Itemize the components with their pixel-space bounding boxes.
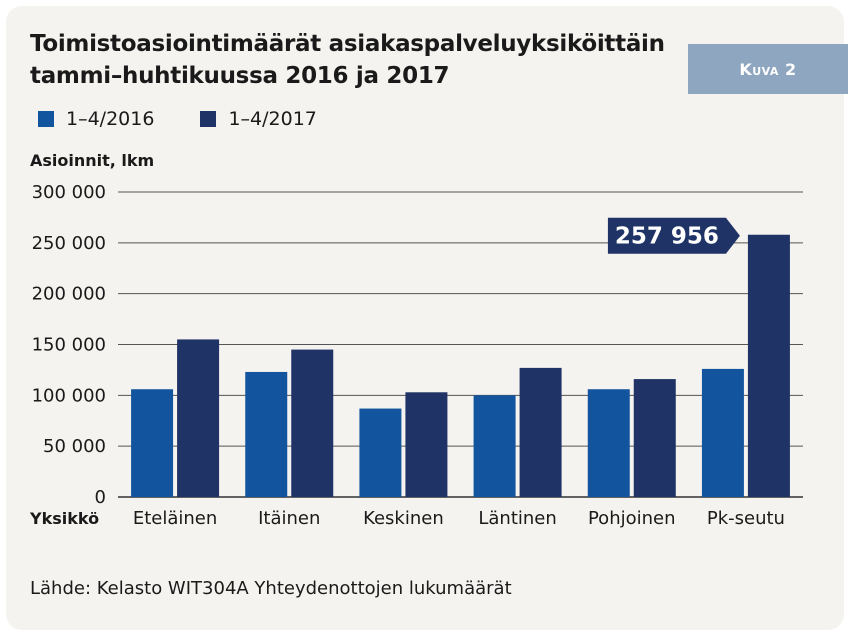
chart-card (6, 6, 844, 630)
bar-2016 (245, 371, 288, 497)
chart-title-line-1: Toimistoasiointimäärät asiakaspalveluyks… (30, 31, 665, 57)
x-tick-label: Pk-seutu (707, 508, 785, 529)
chart-title-line-2: tammi–huhtikuussa 2016 ja 2017 (30, 63, 450, 89)
y-axis-title: Asioinnit, lkm (30, 151, 154, 170)
legend-item-2017: 1–4/2017 (200, 108, 317, 130)
x-tick-label: Eteläinen (133, 508, 217, 529)
y-tick-label: 200 000 (32, 284, 106, 305)
x-axis-title: Yksikkö (29, 509, 99, 528)
bar-2016 (473, 395, 516, 497)
legend-swatch-2016 (38, 111, 54, 127)
bar-2017 (177, 339, 220, 497)
bar-2017 (291, 349, 334, 497)
value-callout (607, 217, 740, 254)
y-tick-label: 300 000 (32, 182, 106, 203)
y-tick-label: 150 000 (32, 335, 106, 356)
legend-item-2016: 1–4/2016 (38, 108, 154, 130)
x-tick-label: Itäinen (258, 508, 320, 529)
chart-legend: 1–4/2016 1–4/2017 (38, 108, 363, 130)
x-tick-label: Läntinen (478, 508, 556, 529)
legend-swatch-2017 (200, 111, 217, 127)
bar-2016 (701, 368, 744, 497)
y-tick-label: 0 (95, 487, 106, 508)
bar-2016 (587, 389, 630, 497)
x-tick-label: Keskinen (363, 508, 444, 529)
bar-2017 (519, 367, 562, 497)
bar-2016 (131, 389, 174, 497)
legend-label-2016: 1–4/2016 (66, 108, 155, 130)
y-tick-label: 50 000 (43, 436, 106, 457)
y-tick-label: 250 000 (32, 233, 106, 254)
bar-2017 (633, 379, 676, 497)
bar-2016 (359, 408, 402, 497)
chart-title: Toimistoasiointimäärät asiakaspalveluyks… (30, 28, 665, 92)
value-callout-label: 257 956 (615, 224, 719, 250)
bar-2017 (747, 234, 790, 497)
figure-number-badge: Kuva 2 (688, 44, 848, 94)
bar-2017 (405, 392, 448, 497)
source-note: Lähde: Kelasto WIT304A Yhteydenottojen l… (30, 578, 512, 599)
legend-label-2017: 1–4/2017 (228, 108, 317, 130)
y-tick-label: 100 000 (32, 385, 106, 406)
x-tick-label: Pohjoinen (588, 508, 676, 529)
